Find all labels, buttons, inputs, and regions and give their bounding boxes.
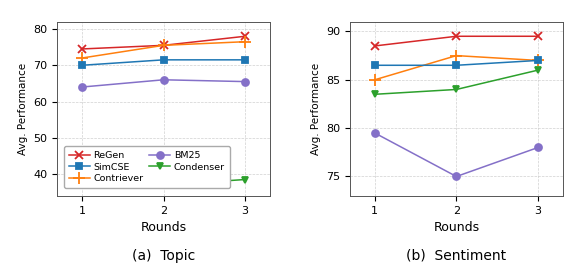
ReGen — [242, 35, 249, 38]
Text: (a)  Topic: (a) Topic — [132, 249, 195, 263]
SimCSE — [453, 64, 460, 67]
BM25 — [534, 146, 541, 149]
Contriever — [79, 56, 86, 60]
Y-axis label: Avg. Performance: Avg. Performance — [311, 63, 321, 155]
ReGen — [160, 44, 167, 47]
Line: ReGen: ReGen — [371, 32, 542, 50]
X-axis label: Rounds: Rounds — [141, 221, 187, 234]
Contriever — [453, 54, 460, 57]
Line: Contriever: Contriever — [76, 36, 251, 64]
Y-axis label: Avg. Performance: Avg. Performance — [18, 63, 28, 155]
Condenser — [79, 172, 86, 176]
Legend: ReGen, SimCSE, Contriever, BM25, Condenser: ReGen, SimCSE, Contriever, BM25, Condens… — [64, 146, 230, 188]
BM25 — [160, 78, 167, 81]
BM25 — [79, 85, 86, 89]
Condenser — [453, 88, 460, 91]
Line: Contriever: Contriever — [369, 50, 544, 85]
Line: SimCSE: SimCSE — [371, 57, 541, 69]
SimCSE — [534, 59, 541, 62]
Contriever — [534, 59, 541, 62]
Condenser — [534, 69, 541, 72]
ReGen — [371, 44, 378, 48]
X-axis label: Rounds: Rounds — [433, 221, 479, 234]
BM25 — [453, 175, 460, 178]
Line: ReGen: ReGen — [77, 32, 249, 53]
BM25 — [371, 131, 378, 135]
Condenser — [160, 183, 167, 187]
SimCSE — [79, 64, 86, 67]
Line: BM25: BM25 — [371, 129, 541, 180]
BM25 — [242, 80, 249, 83]
Contriever — [371, 78, 378, 81]
Contriever — [242, 40, 249, 43]
Condenser — [371, 93, 378, 96]
SimCSE — [242, 58, 249, 61]
Contriever — [160, 44, 167, 47]
Text: (b)  Sentiment: (b) Sentiment — [406, 249, 506, 263]
Line: SimCSE: SimCSE — [79, 56, 249, 69]
ReGen — [534, 35, 541, 38]
SimCSE — [371, 64, 378, 67]
Line: Condenser: Condenser — [371, 67, 541, 98]
ReGen — [79, 47, 86, 51]
SimCSE — [160, 58, 167, 61]
Line: BM25: BM25 — [79, 76, 249, 91]
Line: Condenser: Condenser — [79, 171, 249, 188]
ReGen — [453, 35, 460, 38]
Condenser — [242, 178, 249, 181]
